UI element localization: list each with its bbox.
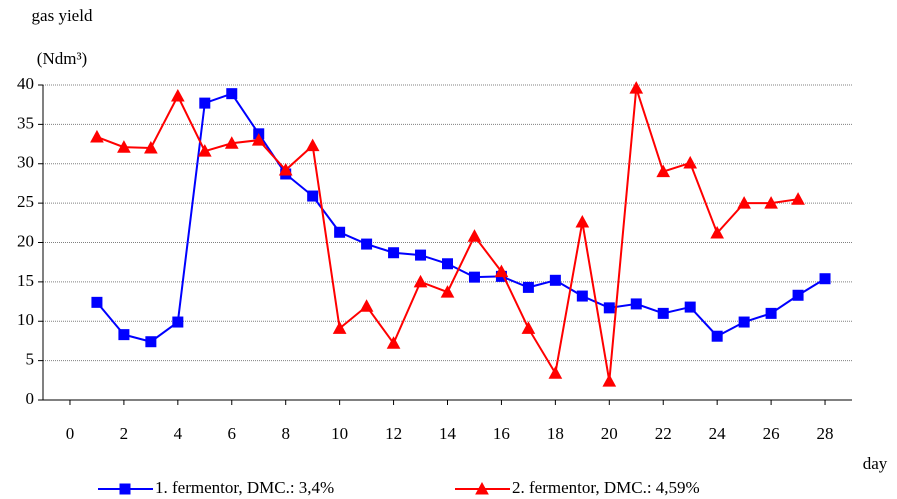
data-point [442,258,453,270]
y-tick-label: 30 [17,153,34,172]
data-point [440,285,455,298]
data-point [467,229,482,242]
data-point [630,298,642,310]
data-point [415,249,427,261]
data-point [765,307,777,319]
x-tick-label: 20 [601,424,618,443]
legend-marker [475,481,489,495]
legend-label: 1. fermentor, DMC.: 3,4% [155,478,334,497]
data-point [197,144,212,157]
x-tick-label: 28 [817,424,834,443]
x-tick-label: 2 [120,424,129,443]
y-tick-label: 0 [26,389,35,408]
data-point [118,329,130,341]
data-point [359,299,374,312]
data-point [334,226,346,238]
data-point [764,196,778,209]
legend-label: 2. fermentor, DMC.: 4,59% [512,478,700,497]
data-point [657,307,669,319]
data-point [305,138,320,152]
data-point [117,140,131,153]
data-point [145,336,157,348]
data-point [307,190,319,202]
data-point [603,302,615,314]
x-axis-label: day [863,454,888,473]
x-tick-label: 12 [385,424,402,443]
data-point [683,155,698,169]
y-tick-label: 15 [17,271,34,290]
data-point [684,301,696,313]
y-axis-label: gas yield [32,6,93,25]
y-tick-label: 5 [26,350,35,369]
x-tick-label: 24 [709,424,727,443]
data-point [278,163,293,176]
data-point [576,290,588,302]
series-line [96,92,826,343]
data-point [656,164,671,178]
data-point [575,214,590,228]
data-point [548,366,563,379]
data-point [629,81,644,94]
data-point [711,330,723,342]
x-tick-label: 26 [763,424,780,443]
x-tick-label: 18 [547,424,564,443]
data-point [522,281,534,293]
x-tick-label: 8 [281,424,290,443]
data-point [791,192,805,205]
data-point [792,289,804,301]
data-point [386,336,401,349]
data-point [251,133,266,146]
data-point [90,129,104,143]
data-point [170,88,185,102]
data-point [199,97,211,109]
x-tick-label: 22 [655,424,672,443]
data-point [224,136,239,149]
data-point [332,321,347,334]
data-point [172,316,184,328]
x-tick-label: 16 [493,424,510,443]
x-tick-label: 10 [331,424,348,443]
data-point [144,140,158,154]
y-tick-label: 35 [17,113,34,132]
y-tick-label: 20 [17,231,34,250]
data-point [737,196,751,209]
y-axis-label: (Ndm³) [37,49,87,68]
x-tick-label: 4 [174,424,183,443]
y-tick-label: 10 [17,310,34,329]
data-point [602,374,617,387]
data-point [738,316,750,328]
data-point [549,274,561,286]
x-tick-label: 6 [228,424,237,443]
data-point [468,271,480,283]
data-point [361,238,373,250]
legend-marker [119,483,131,495]
data-point [521,321,536,334]
data-point [494,264,509,278]
data-point [388,247,400,259]
y-tick-label: 25 [17,192,34,211]
x-tick-label: 0 [66,424,75,443]
data-point [710,226,725,239]
data-point [226,88,238,100]
data-point [91,296,103,308]
x-tick-label: 14 [439,424,457,443]
y-tick-label: 40 [17,74,34,93]
data-point [819,273,831,285]
data-point [413,274,428,288]
